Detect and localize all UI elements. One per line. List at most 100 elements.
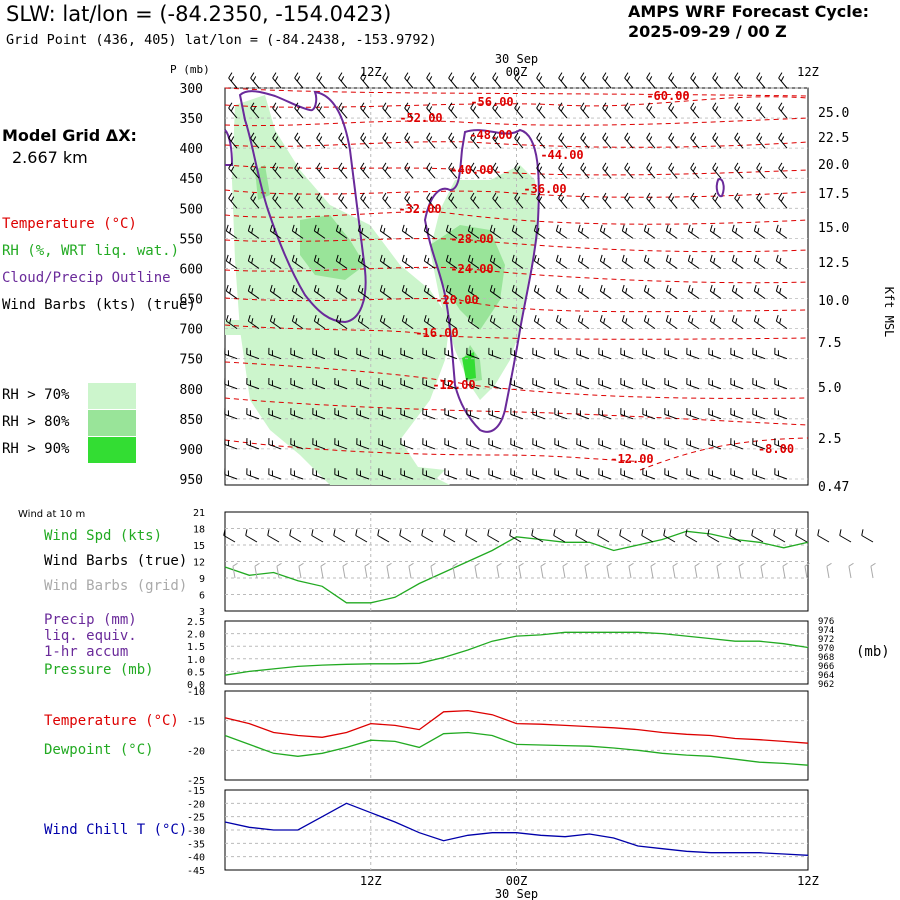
wind-barb-flag: [669, 257, 672, 264]
wind-barb-flag: [449, 288, 452, 294]
wind-barb: [514, 102, 524, 119]
wind-barb-staff: [752, 443, 766, 450]
wind-barb-flag: [272, 192, 277, 199]
wind-barb-flag: [334, 408, 336, 415]
wind-barb-flag: [601, 410, 604, 416]
wind-barb: [338, 132, 348, 149]
wind-barb-staff: [298, 566, 302, 579]
wind-barb-shaft: [533, 314, 546, 330]
rh70-label: RH > 70%: [2, 387, 70, 403]
wind-barb-flag: [472, 136, 477, 142]
wind-barb-flag: [317, 288, 320, 294]
wind-barb-shaft: [712, 102, 722, 119]
wind-barb: [510, 377, 524, 390]
wind-barb-flag: [774, 408, 776, 415]
wind-barb-shaft: [426, 162, 436, 179]
wind-barb-staff: [708, 474, 722, 480]
height-tick-label: 17.5: [818, 187, 849, 202]
wind-barb-staff: [558, 107, 568, 119]
wind-barb-staff: [600, 230, 612, 239]
wind-barb-flag: [535, 410, 538, 416]
wind-barb-staff: [452, 566, 456, 579]
temperature-label: -32.00: [398, 202, 441, 216]
wind-barb-shaft: [268, 438, 282, 450]
wind-barb-shaft: [404, 132, 414, 149]
wind-barb-flag: [576, 438, 578, 445]
wind-barb-shaft: [357, 284, 370, 299]
wind-barb-flag: [379, 254, 383, 262]
wind-barb: [753, 224, 766, 239]
wind-barb-flag: [271, 410, 274, 416]
wind-barb: [753, 284, 766, 299]
wind-barb-flag: [271, 380, 274, 386]
wind-barb-staff: [514, 77, 524, 89]
wind-barb-flag: [714, 136, 719, 142]
wind-barb-shaft: [532, 468, 546, 480]
wind-barb-flag: [404, 102, 409, 109]
wind-barb-flag: [669, 227, 672, 234]
wind-barb-staff: [578, 290, 590, 299]
wind-barb-flag: [246, 408, 248, 415]
wind-barb-shaft: [269, 224, 282, 239]
surface-grid-barb: [606, 562, 612, 579]
wind-barb: [448, 102, 458, 119]
wind-barb-flag: [449, 257, 452, 264]
wind-barb: [533, 284, 546, 299]
wind-barb-flag: [493, 227, 496, 234]
wind-barb-flag: [755, 470, 758, 476]
wind-barb: [753, 314, 766, 330]
wind-barb-flag: [751, 529, 754, 536]
wind-barb-staff: [510, 383, 524, 390]
wind-barb-shaft: [690, 192, 700, 209]
wind-barb-staff: [289, 535, 302, 543]
wind-barb-shaft: [335, 254, 348, 269]
wind-barb-shaft: [356, 438, 370, 450]
wind-barb-flag: [296, 196, 301, 202]
wind-barb: [246, 377, 260, 390]
wind-barb-shaft: [225, 254, 238, 269]
wind-barb-shaft: [467, 284, 480, 299]
temperature-contour: [224, 87, 809, 97]
wind-barb-flag: [293, 440, 296, 446]
wind-barb-flag: [428, 136, 433, 142]
wind-barb-shaft: [778, 132, 788, 149]
wind-barb-flag: [839, 529, 842, 536]
wind-barb-flag: [532, 438, 534, 445]
panel-ytick-label: -25: [187, 776, 205, 787]
wind-barb-flag: [384, 196, 389, 202]
wind-barb-flag: [337, 440, 340, 446]
wind-barb-shaft: [422, 377, 436, 390]
wind-barb-shaft: [642, 408, 656, 420]
wind-barb-staff: [776, 230, 788, 239]
wind-barb-flag: [533, 314, 537, 322]
wind-barb-shaft: [602, 72, 612, 89]
wind-barb-flag: [364, 562, 370, 567]
cloud-outline: [715, 178, 725, 198]
wind-barb-staff: [620, 353, 634, 360]
wind-barb-flag: [469, 350, 472, 356]
wind-barb: [404, 192, 414, 209]
wind-barb-staff: [556, 260, 568, 269]
wind-barb-flag: [428, 166, 433, 172]
wind-barb: [291, 284, 304, 299]
wind-barb: [338, 192, 348, 209]
wind-barb: [775, 254, 788, 269]
wind-barb-flag: [267, 529, 270, 536]
temperature-contour: [224, 439, 651, 463]
wind-barb-staff: [624, 198, 634, 209]
wind-barb: [268, 438, 282, 450]
wind-barb-staff: [334, 443, 348, 450]
wind-barb-staff: [642, 383, 656, 390]
height-tick-label: 0.47: [818, 480, 849, 495]
wind-barb-flag: [513, 380, 516, 386]
wind-barb-flag: [334, 347, 336, 355]
wind-barb-flag: [711, 410, 714, 416]
wind-barb-flag: [488, 377, 490, 385]
wind-barb-flag: [736, 106, 741, 112]
wind-barb-staff: [688, 320, 700, 330]
wind-barb-flag: [494, 136, 499, 142]
wind-barb-shaft: [602, 102, 612, 119]
wind-barb-flag: [694, 562, 700, 567]
wind-barb-shaft: [580, 72, 590, 89]
